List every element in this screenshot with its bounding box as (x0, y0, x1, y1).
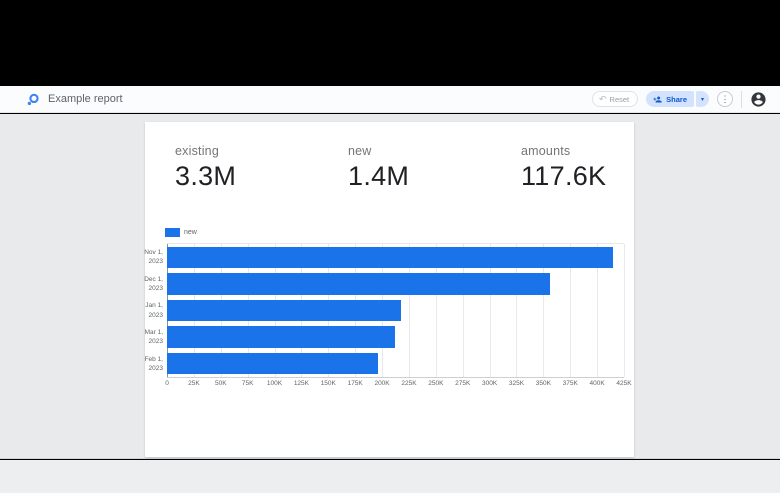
grid-line (516, 244, 518, 377)
x-axis-tick-label: 400K (589, 380, 605, 387)
x-axis-tick-label: 100K (266, 380, 283, 387)
grid-line (543, 244, 545, 377)
scorecard-amounts: amounts 117.6K (521, 144, 606, 192)
grid-line (597, 244, 599, 377)
x-axis-tick-label: 225K (401, 380, 417, 387)
undo-icon: ↶ (599, 93, 607, 104)
report-canvas: existing 3.3M new 1.4M amounts 117.6K ne… (144, 122, 634, 457)
bar-row: Mar 1, 2023 (145, 324, 624, 351)
y-axis-label: Jan 1, 2023 (145, 302, 163, 319)
bar[interactable] (167, 352, 378, 375)
grid-line (489, 244, 491, 377)
grid-line (435, 244, 437, 377)
x-axis-tick-label: 300K (481, 380, 498, 387)
x-axis-tick-label: 75K (241, 380, 254, 387)
bar[interactable] (167, 326, 395, 348)
chevron-down-icon: ▾ (700, 96, 704, 103)
chart-rows: Nov 1, 2023 Dec 1, 2023 Jan 1, 2023 Mar 1, 2023… (144, 244, 624, 377)
x-axis-tick-label: 425K (616, 380, 632, 387)
more-options-button[interactable]: ⋮ (717, 91, 733, 107)
share-dropdown-button[interactable]: ▾ (696, 91, 709, 107)
scorecard-value: 3.3M (175, 161, 237, 191)
scorecard-new: new 1.4M (348, 144, 409, 192)
chart-legend: new (165, 228, 197, 237)
x-axis-tick-label: 175K (347, 380, 363, 387)
x-axis-tick-label: 50K (214, 380, 227, 387)
x-axis-tick-label: 25K (188, 380, 200, 387)
x-axis-tick-label: 0 (165, 380, 169, 387)
looker-studio-logo-icon (27, 93, 39, 105)
x-axis-tick-label: 325K (508, 380, 525, 387)
bar[interactable] (167, 246, 614, 269)
scorecard-label: amounts (521, 144, 571, 158)
header-divider (741, 90, 742, 108)
x-axis-tick-label: 275K (455, 380, 471, 387)
bar-row: Feb 1, 2023 (145, 350, 624, 377)
person-add-icon (653, 96, 662, 102)
x-axis-tick-label: 125K (293, 380, 309, 387)
legend-label: new (184, 229, 197, 236)
share-button-label: Share (666, 94, 687, 104)
bottom-footer-area (0, 460, 780, 493)
x-axis-tick-label: 150K (320, 380, 336, 387)
avatar-icon (751, 91, 766, 107)
scorecard-value: 117.6K (521, 161, 607, 191)
share-button[interactable]: Share (646, 91, 694, 107)
bar-row: Jan 1, 2023 (145, 297, 624, 324)
legend-swatch (165, 228, 180, 237)
grid-line (570, 244, 572, 377)
y-axis-label: Mar 1, 2023 (144, 328, 163, 346)
kebab-menu-icon: ⋮ (720, 93, 730, 104)
report-title: Example report (48, 93, 123, 105)
header-actions: ↶ Reset Share ▾ ⋮ (592, 90, 780, 108)
account-avatar-button[interactable] (750, 91, 767, 108)
x-axis-tick-label: 250K (428, 380, 444, 387)
reset-button[interactable]: ↶ Reset (592, 91, 639, 107)
grid-line (624, 244, 625, 377)
scorecard-label: existing (175, 144, 219, 158)
x-axis-tick-label: 350K (535, 380, 551, 387)
y-axis-label: Dec 1, 2023 (144, 275, 163, 292)
app-header: Example report ↶ Reset Share ▾ ⋮ (0, 86, 780, 113)
y-axis-label: Nov 1, 2023 (144, 249, 163, 266)
x-axis-tick-labels: 0 25K 50K 75K 100K 125K 150K 175K 200K 225K 250K 27… (165, 380, 631, 388)
scorecard-existing: existing 3.3M (175, 144, 236, 192)
x-axis-tick-label: 375K (562, 380, 578, 387)
top-letterbox (0, 0, 780, 86)
report-workspace: existing 3.3M new 1.4M amounts 117.6K ne… (0, 114, 780, 459)
grid-line (408, 244, 410, 377)
bar[interactable] (167, 299, 402, 322)
y-axis-label: Feb 1, 2023 (144, 355, 163, 372)
reset-button-label: Reset (609, 94, 630, 104)
scorecard-label: new (348, 144, 372, 158)
bar-chart-plot: Nov 1, 2023 Dec 1, 2023 Jan 1, 2023 Mar 1, 2023… (144, 243, 632, 387)
share-button-group: Share ▾ (646, 91, 709, 107)
bar-row: Dec 1, 2023 (144, 271, 624, 298)
bar-row: Nov 1, 2023 (144, 244, 624, 271)
x-axis-tick-label: 200K (374, 380, 390, 387)
scorecard-value: 1.4M (348, 161, 410, 191)
grid-line (462, 244, 464, 377)
bar[interactable] (167, 273, 550, 295)
header-left: Example report (0, 93, 123, 106)
